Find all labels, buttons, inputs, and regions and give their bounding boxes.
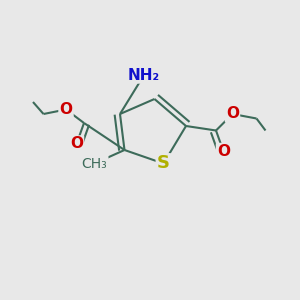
Text: O: O [59,102,73,117]
Text: CH₃: CH₃ [82,157,107,170]
Text: S: S [157,154,170,172]
Text: O: O [217,144,230,159]
Text: O: O [70,136,83,152]
Text: O: O [226,106,239,122]
Text: NH₂: NH₂ [128,68,160,82]
